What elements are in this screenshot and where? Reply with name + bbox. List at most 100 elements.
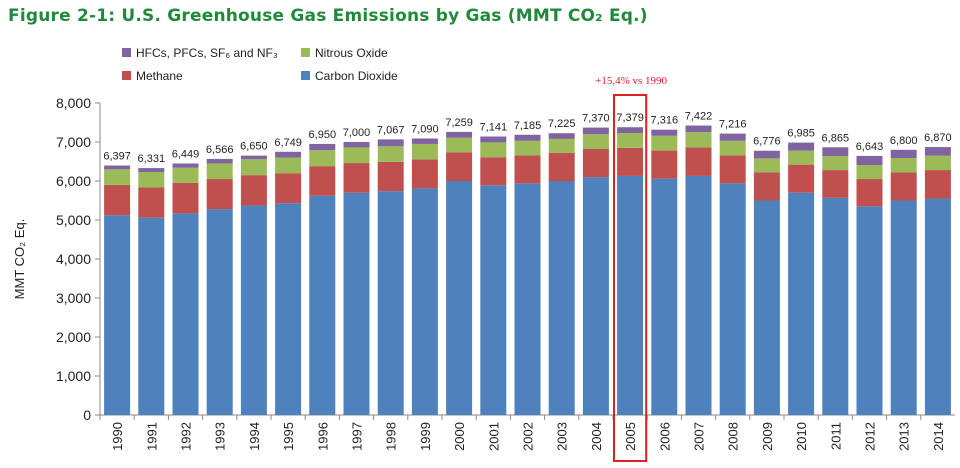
bar-segment-nitrous-oxide — [377, 146, 404, 162]
bar-segment-fluorinated-gases — [719, 133, 746, 141]
bar-segment-fluorinated-gases — [651, 129, 678, 136]
x-tick-label: 1995 — [281, 422, 296, 451]
bar-segment-carbon-dioxide — [377, 191, 404, 415]
y-tick-label: 1,000 — [56, 368, 91, 384]
bar-segment-nitrous-oxide — [890, 157, 917, 173]
bar-segment-nitrous-oxide — [719, 140, 746, 156]
bar-segment-nitrous-oxide — [240, 159, 267, 176]
bar-segment-methane — [719, 155, 746, 184]
bar-segment-methane — [206, 179, 233, 210]
x-tick-label: 1992 — [179, 422, 194, 451]
legend-swatch — [122, 48, 131, 57]
bar-total-label: 6,800 — [890, 135, 918, 147]
bar-segment-carbon-dioxide — [480, 185, 507, 415]
highlight-box — [613, 94, 648, 462]
bar-segment-carbon-dioxide — [856, 206, 883, 415]
x-tick-label: 1996 — [315, 422, 330, 451]
bar-total-label: 6,865 — [822, 132, 850, 144]
bar-segment-fluorinated-gases — [206, 158, 233, 164]
bar-segment-nitrous-oxide — [411, 143, 438, 160]
bar-total-label: 7,216 — [719, 119, 747, 131]
x-tick-label: 2009 — [760, 422, 775, 451]
bar-segment-methane — [514, 155, 541, 184]
x-tick-label: 2007 — [692, 422, 707, 451]
bar-total-label: 6,643 — [856, 141, 884, 153]
bar-segment-methane — [651, 150, 678, 179]
x-tick-label: 1993 — [213, 422, 228, 451]
bar-segment-nitrous-oxide — [480, 142, 507, 158]
bar-segment-carbon-dioxide — [651, 178, 678, 415]
x-tick-label: 1997 — [350, 422, 365, 451]
bar-total-label: 6,449 — [172, 148, 200, 160]
legend-label: Methane — [136, 69, 183, 83]
bar-segment-carbon-dioxide — [548, 181, 575, 415]
bar-segment-fluorinated-gases — [377, 139, 404, 147]
x-tick-label: 2005 — [623, 422, 638, 451]
bar-segment-fluorinated-gases — [685, 125, 712, 133]
bar-segment-nitrous-oxide — [548, 138, 575, 153]
bar-segment-fluorinated-gases — [514, 134, 541, 141]
bar-total-label: 6,650 — [240, 141, 268, 153]
bar-total-label: 7,379 — [616, 112, 644, 124]
x-tick-label: 2000 — [452, 422, 467, 451]
bar-segment-nitrous-oxide — [446, 137, 473, 153]
bar-total-label: 7,370 — [582, 113, 610, 125]
bar-segment-carbon-dioxide — [753, 200, 780, 415]
bar-segment-nitrous-oxide — [788, 150, 815, 165]
legend-swatch — [122, 71, 131, 80]
x-tick-label: 2008 — [726, 422, 741, 451]
y-tick-label: 8,000 — [56, 95, 91, 111]
bar-segment-fluorinated-gases — [411, 138, 438, 144]
bar-segment-fluorinated-gases — [172, 163, 199, 168]
bar-segment-methane — [617, 147, 644, 176]
x-tick-label: 1994 — [247, 422, 262, 451]
bar-total-label: 7,090 — [411, 123, 439, 135]
bar-segment-fluorinated-gases — [138, 168, 165, 173]
bar-segment-nitrous-oxide — [685, 132, 712, 148]
bar-total-label: 6,749 — [274, 137, 302, 149]
y-tick-label: 6,000 — [56, 173, 91, 189]
y-tick-label: 4,000 — [56, 251, 91, 267]
y-tick-label: 3,000 — [56, 290, 91, 306]
bar-segment-nitrous-oxide — [309, 150, 336, 167]
legend-label: HFCs, PFCs, SF₆ and NF₃ — [136, 46, 278, 60]
x-tick-label: 2004 — [589, 422, 604, 451]
bar-total-label: 7,316 — [651, 115, 679, 127]
bar-segment-nitrous-oxide — [753, 158, 780, 173]
bar-total-label: 6,870 — [924, 132, 952, 144]
bar-segment-carbon-dioxide — [343, 192, 370, 415]
bar-segment-fluorinated-gases — [343, 142, 370, 148]
x-tick-label: 2014 — [931, 422, 946, 451]
bar-segment-carbon-dioxide — [617, 175, 644, 415]
bar-segment-methane — [822, 170, 849, 198]
y-tick-label: 5,000 — [56, 212, 91, 228]
bar-segment-fluorinated-gases — [275, 151, 302, 158]
bar-total-label: 7,422 — [685, 111, 713, 123]
bar-segment-carbon-dioxide — [309, 195, 336, 415]
bar-segment-fluorinated-gases — [924, 147, 951, 156]
x-tick-label: 2012 — [863, 422, 878, 451]
bar-segment-methane — [275, 173, 302, 204]
bar-total-label: 6,566 — [206, 144, 234, 156]
x-tick-label: 2002 — [521, 422, 536, 451]
bar-segment-nitrous-oxide — [138, 172, 165, 188]
bar-segment-carbon-dioxide — [822, 197, 849, 415]
legend-label: Carbon Dioxide — [315, 69, 398, 83]
bar-segment-carbon-dioxide — [890, 200, 917, 415]
x-tick-label: 2010 — [794, 422, 809, 451]
bar-segment-nitrous-oxide — [617, 133, 644, 148]
bar-segment-carbon-dioxide — [514, 183, 541, 415]
bar-segment-methane — [685, 147, 712, 176]
bar-segment-fluorinated-gases — [890, 149, 917, 158]
y-tick-label: 7,000 — [56, 134, 91, 150]
bar-segment-fluorinated-gases — [240, 155, 267, 160]
bar-segment-fluorinated-gases — [480, 136, 507, 143]
bar-total-label: 7,000 — [343, 127, 371, 139]
bar-segment-fluorinated-gases — [104, 165, 131, 170]
bar-segment-carbon-dioxide — [446, 181, 473, 415]
bar-segment-carbon-dioxide — [172, 213, 199, 415]
bar-segment-carbon-dioxide — [240, 205, 267, 415]
bar-total-label: 6,331 — [138, 153, 166, 165]
bar-segment-fluorinated-gases — [548, 133, 575, 139]
